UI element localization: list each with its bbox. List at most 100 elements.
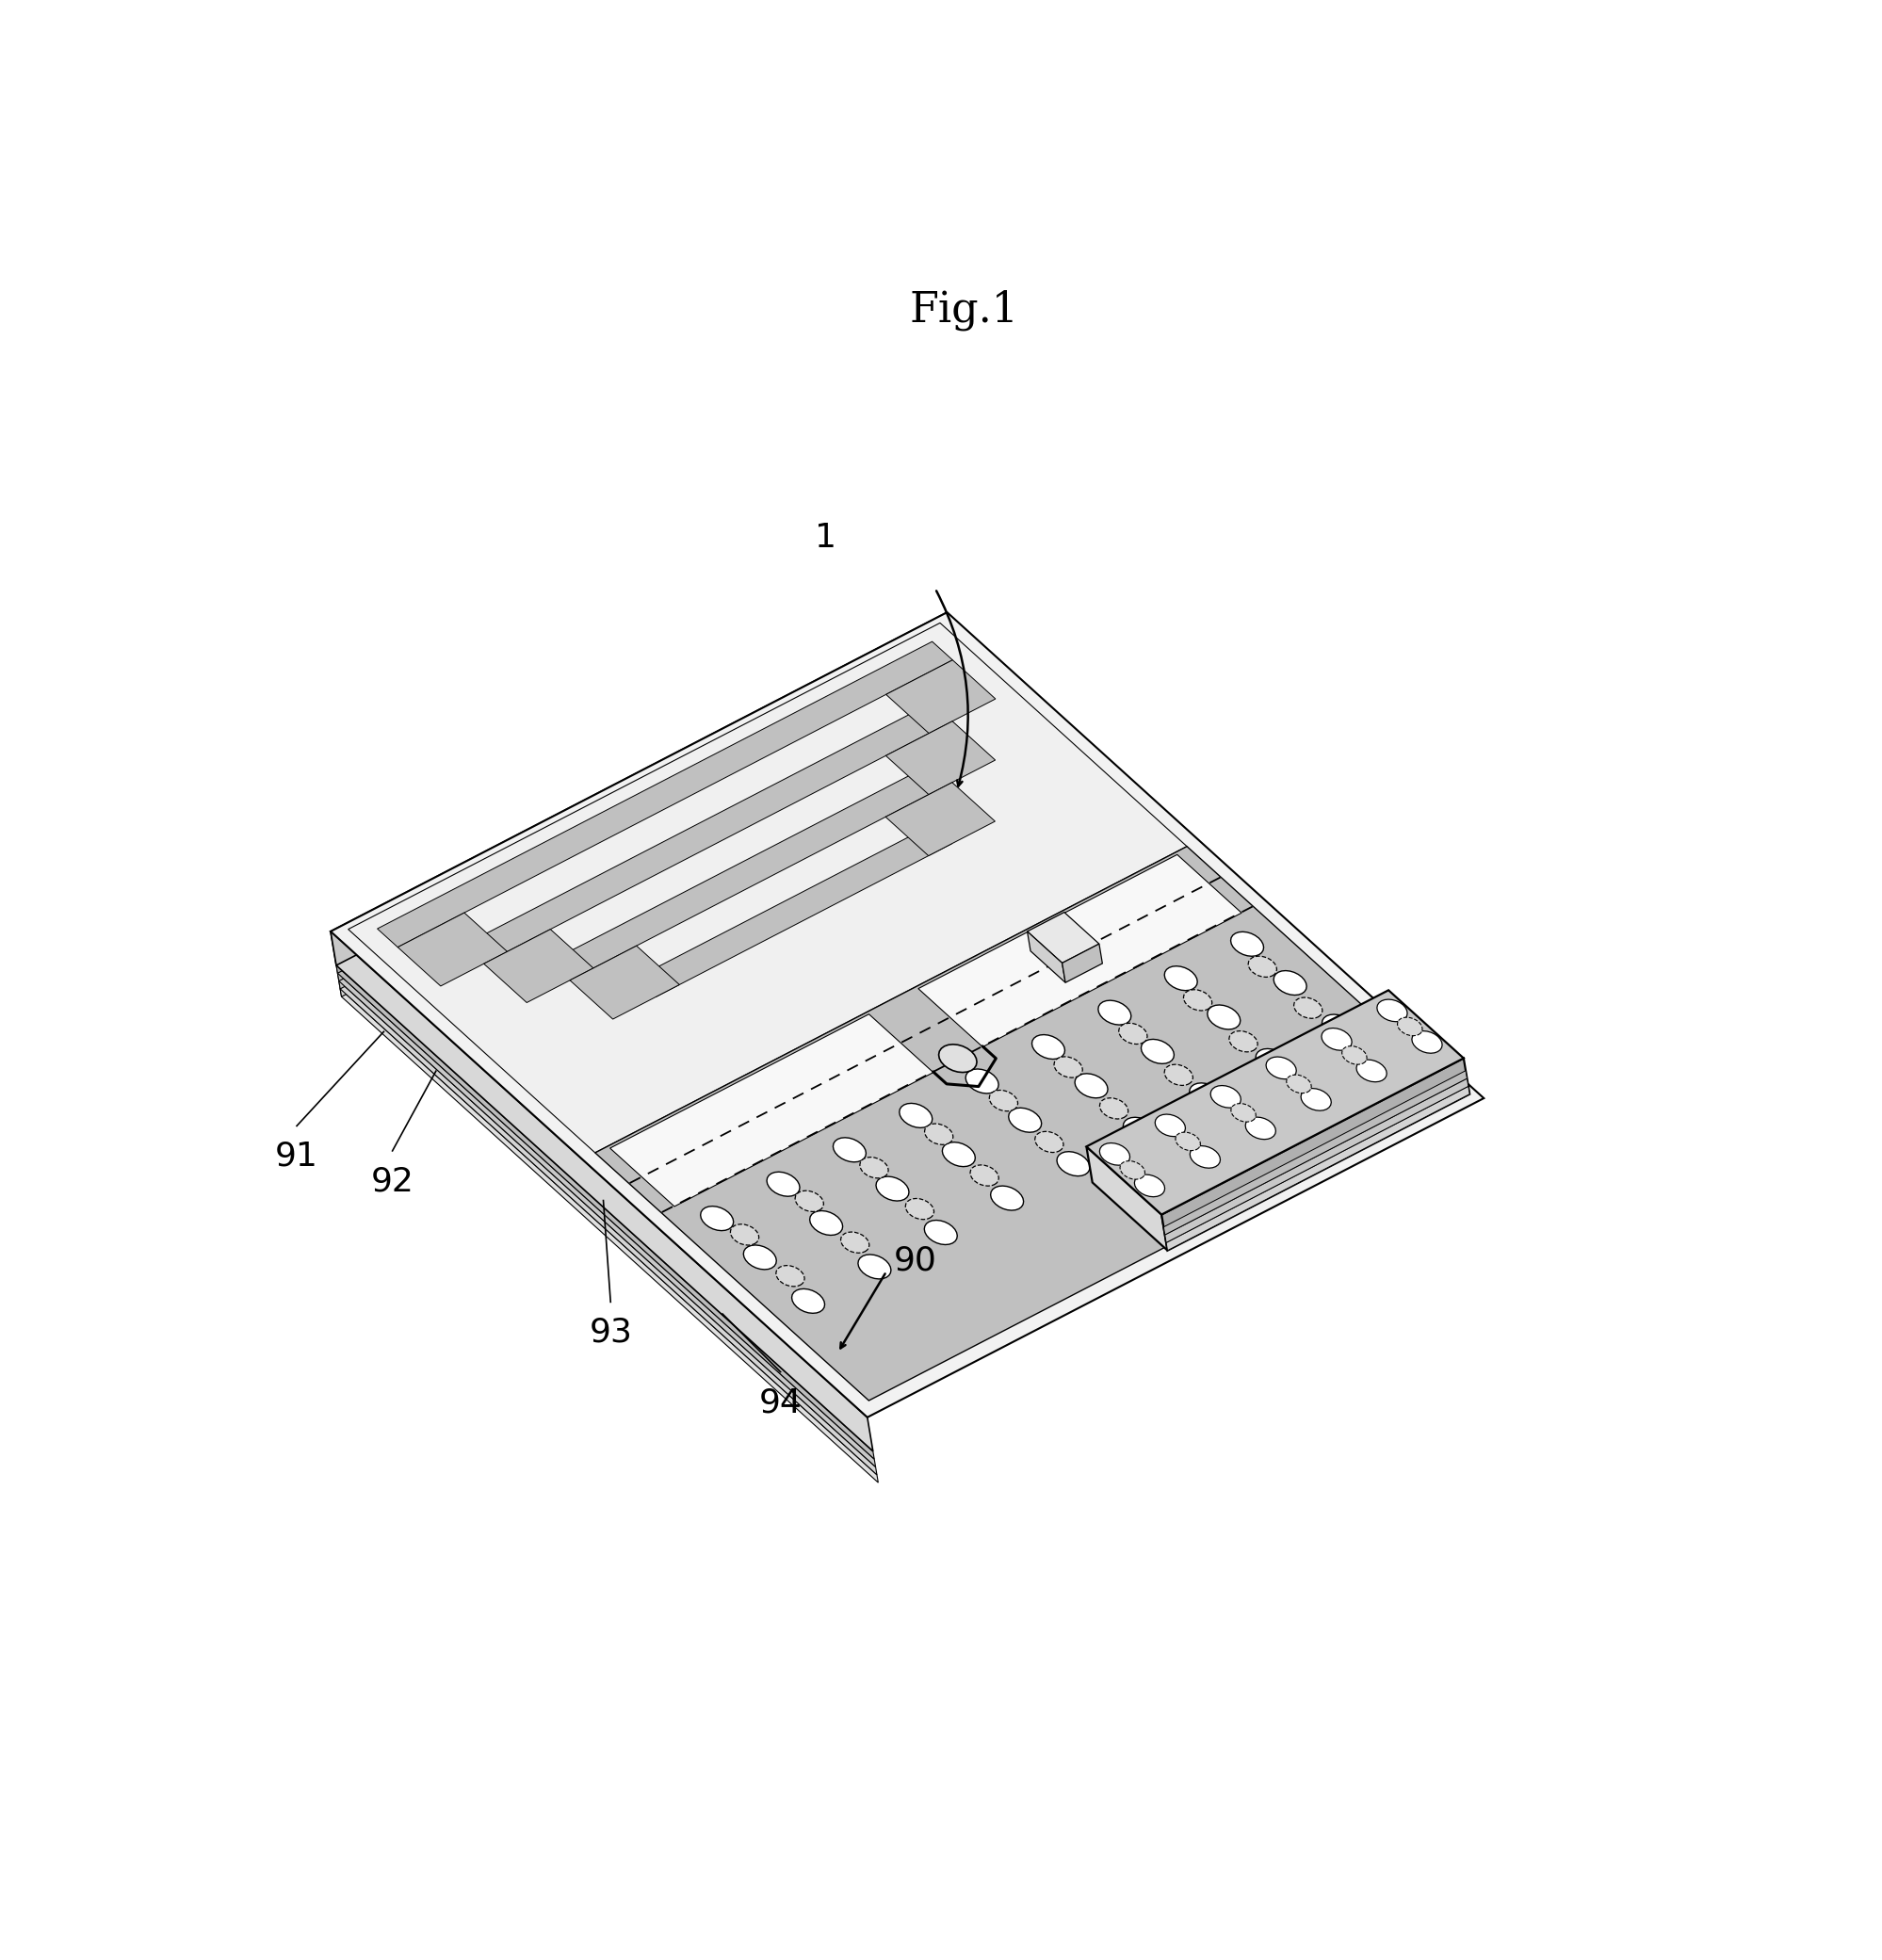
Polygon shape <box>331 931 873 1450</box>
Text: 92: 92 <box>371 1166 414 1198</box>
Polygon shape <box>886 721 996 794</box>
Polygon shape <box>924 1123 952 1145</box>
Polygon shape <box>1099 1098 1127 1119</box>
Text: 93: 93 <box>589 1317 632 1348</box>
Polygon shape <box>1165 1078 1468 1243</box>
Polygon shape <box>341 990 879 1482</box>
Polygon shape <box>1378 1000 1408 1021</box>
Polygon shape <box>990 1090 1018 1111</box>
Polygon shape <box>775 1266 804 1286</box>
Polygon shape <box>1161 1058 1470 1250</box>
Polygon shape <box>1058 1152 1090 1176</box>
Polygon shape <box>743 1245 777 1270</box>
Text: 90: 90 <box>894 1245 937 1276</box>
Polygon shape <box>1167 1086 1470 1250</box>
Polygon shape <box>858 1254 890 1280</box>
Polygon shape <box>700 1205 734 1231</box>
Polygon shape <box>1120 1160 1144 1180</box>
Text: 94: 94 <box>758 1386 802 1419</box>
Polygon shape <box>924 1221 958 1245</box>
Polygon shape <box>636 825 952 998</box>
Polygon shape <box>792 1290 824 1313</box>
Polygon shape <box>337 647 954 974</box>
Polygon shape <box>886 782 996 857</box>
Polygon shape <box>1189 1084 1223 1107</box>
Polygon shape <box>1086 990 1464 1215</box>
Polygon shape <box>1210 1086 1240 1107</box>
Polygon shape <box>397 913 508 986</box>
Polygon shape <box>1248 956 1276 978</box>
Polygon shape <box>463 704 952 964</box>
Polygon shape <box>990 1186 1024 1211</box>
Polygon shape <box>1028 911 1099 962</box>
Polygon shape <box>339 982 877 1474</box>
Polygon shape <box>1231 931 1263 956</box>
Polygon shape <box>1118 1023 1148 1045</box>
Polygon shape <box>1061 945 1103 982</box>
Polygon shape <box>766 1172 800 1196</box>
Polygon shape <box>550 764 952 980</box>
Polygon shape <box>331 612 1483 1417</box>
Polygon shape <box>337 974 875 1466</box>
Text: 91: 91 <box>275 1141 318 1172</box>
Polygon shape <box>376 641 952 947</box>
Polygon shape <box>1208 1005 1240 1029</box>
Polygon shape <box>570 947 679 1019</box>
Polygon shape <box>886 661 996 733</box>
Polygon shape <box>1163 1070 1466 1235</box>
Polygon shape <box>1342 1047 1366 1064</box>
Polygon shape <box>841 1233 869 1252</box>
Polygon shape <box>875 1176 909 1201</box>
Polygon shape <box>331 612 952 966</box>
Polygon shape <box>1099 1143 1129 1166</box>
Polygon shape <box>1255 1049 1289 1074</box>
Polygon shape <box>1293 998 1323 1019</box>
Polygon shape <box>918 855 1242 1047</box>
Polygon shape <box>1075 1074 1108 1098</box>
Polygon shape <box>939 1045 977 1072</box>
Polygon shape <box>1135 1174 1165 1198</box>
Polygon shape <box>1028 931 1065 982</box>
Polygon shape <box>834 1137 866 1162</box>
Polygon shape <box>1357 1060 1387 1082</box>
Polygon shape <box>965 1068 999 1094</box>
Polygon shape <box>1231 1103 1255 1121</box>
Polygon shape <box>1267 1056 1297 1080</box>
Polygon shape <box>1287 1074 1312 1094</box>
Polygon shape <box>337 966 875 1458</box>
Polygon shape <box>943 1143 975 1166</box>
Polygon shape <box>484 929 593 1004</box>
Polygon shape <box>1229 1031 1257 1053</box>
Text: 1: 1 <box>815 521 836 555</box>
Polygon shape <box>1140 1039 1174 1064</box>
Polygon shape <box>1300 1088 1331 1111</box>
Text: Fig.1: Fig.1 <box>909 290 1020 331</box>
Polygon shape <box>610 1013 933 1207</box>
Polygon shape <box>1165 1064 1193 1086</box>
Polygon shape <box>1321 1029 1351 1051</box>
Polygon shape <box>339 662 956 990</box>
Polygon shape <box>341 670 958 998</box>
Polygon shape <box>969 1164 999 1186</box>
Polygon shape <box>730 1225 758 1245</box>
Polygon shape <box>1054 1056 1082 1078</box>
Polygon shape <box>595 847 1460 1401</box>
Polygon shape <box>337 655 956 982</box>
Polygon shape <box>1124 1117 1156 1143</box>
Polygon shape <box>1176 1133 1201 1151</box>
Polygon shape <box>860 1156 888 1178</box>
Polygon shape <box>1412 1031 1442 1053</box>
Polygon shape <box>1184 990 1212 1011</box>
Polygon shape <box>1165 966 1197 990</box>
Polygon shape <box>905 1198 933 1219</box>
Polygon shape <box>900 1103 932 1127</box>
Polygon shape <box>1274 970 1306 996</box>
Polygon shape <box>348 623 1188 1152</box>
Polygon shape <box>794 1190 824 1211</box>
Polygon shape <box>1396 1017 1423 1035</box>
Polygon shape <box>809 1211 843 1235</box>
Polygon shape <box>1009 1107 1041 1133</box>
Polygon shape <box>1031 1035 1065 1058</box>
Polygon shape <box>1156 1113 1186 1137</box>
Polygon shape <box>1189 1147 1220 1168</box>
